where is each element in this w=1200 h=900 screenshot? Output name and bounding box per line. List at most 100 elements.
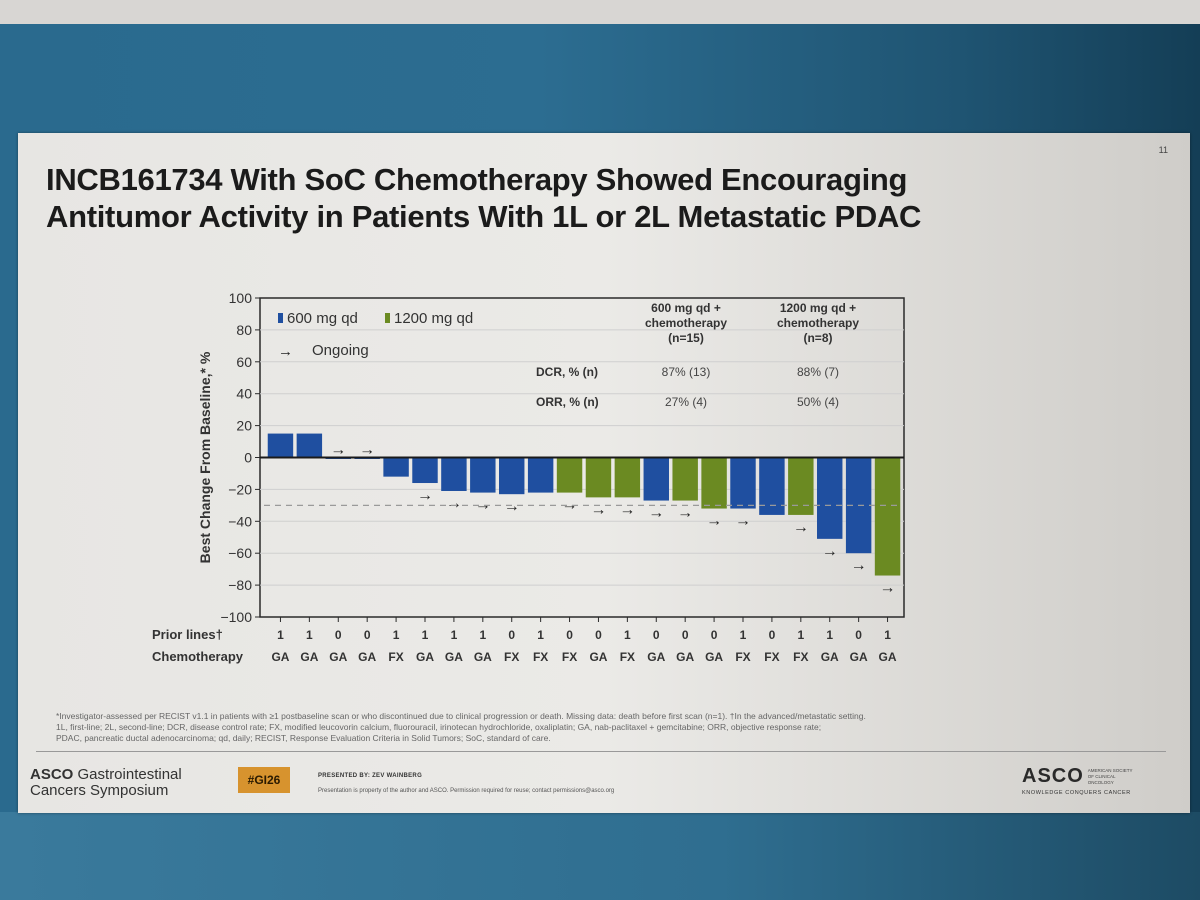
monitor-bezel-bottom — [0, 812, 1200, 900]
bar-1200mg — [701, 457, 727, 509]
chemotherapy-value: GA — [474, 650, 492, 664]
chemotherapy-value: GA — [705, 650, 723, 664]
bar-600mg — [383, 457, 409, 477]
asco-tagline: KNOWLEDGE CONQUERS CANCER — [1022, 790, 1131, 796]
legend-swatch-1200 — [385, 313, 390, 323]
bar-600mg — [499, 457, 525, 495]
chemotherapy-value: FX — [793, 650, 808, 664]
bar-600mg — [759, 457, 785, 515]
bar-1200mg — [614, 457, 641, 498]
ongoing-arrow-icon: → — [735, 513, 751, 530]
y-tick-label: −60 — [228, 545, 252, 561]
presenter: PRESENTED BY: ZEV WAINBERG — [318, 773, 423, 779]
symposium-brand: ASCO — [30, 766, 74, 783]
summary-column-header: chemotherapy — [777, 316, 859, 330]
summary-column-header: (n=15) — [668, 331, 704, 345]
asco-logo-word: ASCO — [1022, 765, 1084, 787]
prior-lines-value: 0 — [855, 628, 862, 642]
legend-label-600: 600 mg qd — [287, 310, 358, 327]
chemotherapy-value: GA — [589, 650, 607, 664]
prior-lines-value: 1 — [797, 628, 804, 642]
prior-lines-value: 1 — [740, 628, 747, 642]
prior-lines-value: 0 — [508, 628, 515, 642]
prior-lines-value: 1 — [884, 628, 891, 642]
bar-1200mg — [556, 457, 583, 493]
y-tick-label: 100 — [229, 290, 253, 306]
prior-lines-value: 0 — [595, 628, 602, 642]
prior-lines-value: 0 — [682, 628, 689, 642]
ongoing-arrow-icon: → — [851, 557, 867, 574]
y-tick-label: 80 — [236, 322, 252, 338]
chemotherapy-label: Chemotherapy — [152, 649, 244, 664]
chemotherapy-value: GA — [416, 650, 434, 664]
prior-lines-value: 1 — [624, 628, 631, 642]
y-tick-label: −80 — [228, 577, 252, 593]
chemotherapy-value: GA — [445, 650, 463, 664]
chemotherapy-value: FX — [735, 650, 750, 664]
bar-600mg — [412, 457, 438, 484]
ongoing-arrow-icon: → — [648, 505, 664, 522]
ongoing-arrow-icon: → — [330, 442, 346, 459]
legend-ongoing-arrow-icon: → — [278, 343, 293, 360]
summary-column-header: chemotherapy — [645, 316, 727, 330]
ongoing-arrow-icon: → — [590, 501, 606, 518]
ongoing-arrow-icon: → — [359, 442, 375, 459]
summary-column-header: 1200 mg qd + — [780, 301, 856, 315]
y-tick-label: −40 — [228, 513, 252, 529]
prior-lines-value: 1 — [826, 628, 833, 642]
legend-label-1200: 1200 mg qd — [394, 310, 473, 327]
footnote-line-2: 1L, first-line; 2L, second-line; DCR, di… — [56, 722, 822, 732]
bar-1200mg — [788, 457, 814, 515]
prior-lines-value: 1 — [451, 628, 458, 642]
prior-lines-value: 0 — [364, 628, 371, 642]
summary-cell: 87% (13) — [662, 365, 711, 379]
bar-600mg — [527, 457, 554, 493]
chemotherapy-value: GA — [879, 650, 897, 664]
summary-cell: 27% (4) — [665, 395, 707, 409]
chemotherapy-value: FX — [562, 650, 577, 664]
footnote-line-1: *Investigator-assessed per RECIST v1.1 i… — [56, 711, 866, 721]
y-tick-label: 60 — [236, 354, 252, 370]
presentation-slide: 11 INCB161734 With SoC Chemotherapy Show… — [18, 133, 1190, 813]
y-tick-label: −100 — [220, 609, 252, 625]
property-notice: Presentation is property of the author a… — [318, 788, 615, 794]
chemotherapy-value: FX — [620, 650, 635, 664]
summary-row-label: ORR, % (n) — [536, 395, 599, 409]
chemotherapy-value: GA — [676, 650, 694, 664]
legend-swatch-600 — [278, 313, 283, 323]
prior-lines-value: 1 — [393, 628, 400, 642]
footnote-line-3: PDAC, pancreatic ductal adenocarcinoma; … — [56, 733, 551, 743]
y-tick-label: 20 — [236, 418, 252, 434]
chemotherapy-value: GA — [647, 650, 665, 664]
prior-lines-value: 0 — [566, 628, 573, 642]
bar-600mg — [470, 457, 496, 493]
bar-600mg — [267, 433, 294, 458]
bar-1200mg — [672, 457, 698, 501]
ongoing-arrow-icon: → — [446, 495, 462, 512]
ongoing-arrow-icon: → — [880, 580, 896, 597]
ongoing-arrow-icon: → — [619, 501, 635, 518]
chemotherapy-value: FX — [388, 650, 403, 664]
chemotherapy-value: GA — [358, 650, 376, 664]
summary-cell: 50% (4) — [797, 395, 839, 409]
bar-600mg — [643, 457, 669, 501]
chemotherapy-value: GA — [329, 650, 347, 664]
bar-1200mg — [874, 457, 901, 576]
summary-column-header: 600 mg qd + — [651, 301, 721, 315]
prior-lines-value: 0 — [769, 628, 776, 642]
title-line-2: Antitumor Activity in Patients With 1L o… — [46, 199, 922, 234]
asco-logo-sub: AMERICAN SOCIETY OF CLINICAL ONCOLOGY — [1087, 767, 1133, 785]
symposium-logo: ASCO Gastrointestinal Cancers Symposium — [30, 767, 182, 799]
slide-title: INCB161734 With SoC Chemotherapy Showed … — [46, 161, 1106, 235]
y-axis-label: Best Change From Baseline,* % — [197, 351, 213, 563]
chemotherapy-value: FX — [504, 650, 519, 664]
summary-cell: 88% (7) — [797, 365, 839, 379]
prior-lines-value: 1 — [537, 628, 544, 642]
prior-lines-value: 0 — [653, 628, 660, 642]
slide-number: 11 — [1158, 145, 1168, 155]
prior-lines-value: 0 — [335, 628, 342, 642]
bar-1200mg — [585, 457, 612, 498]
footer-divider — [36, 751, 1166, 752]
ongoing-arrow-icon: → — [706, 513, 722, 530]
